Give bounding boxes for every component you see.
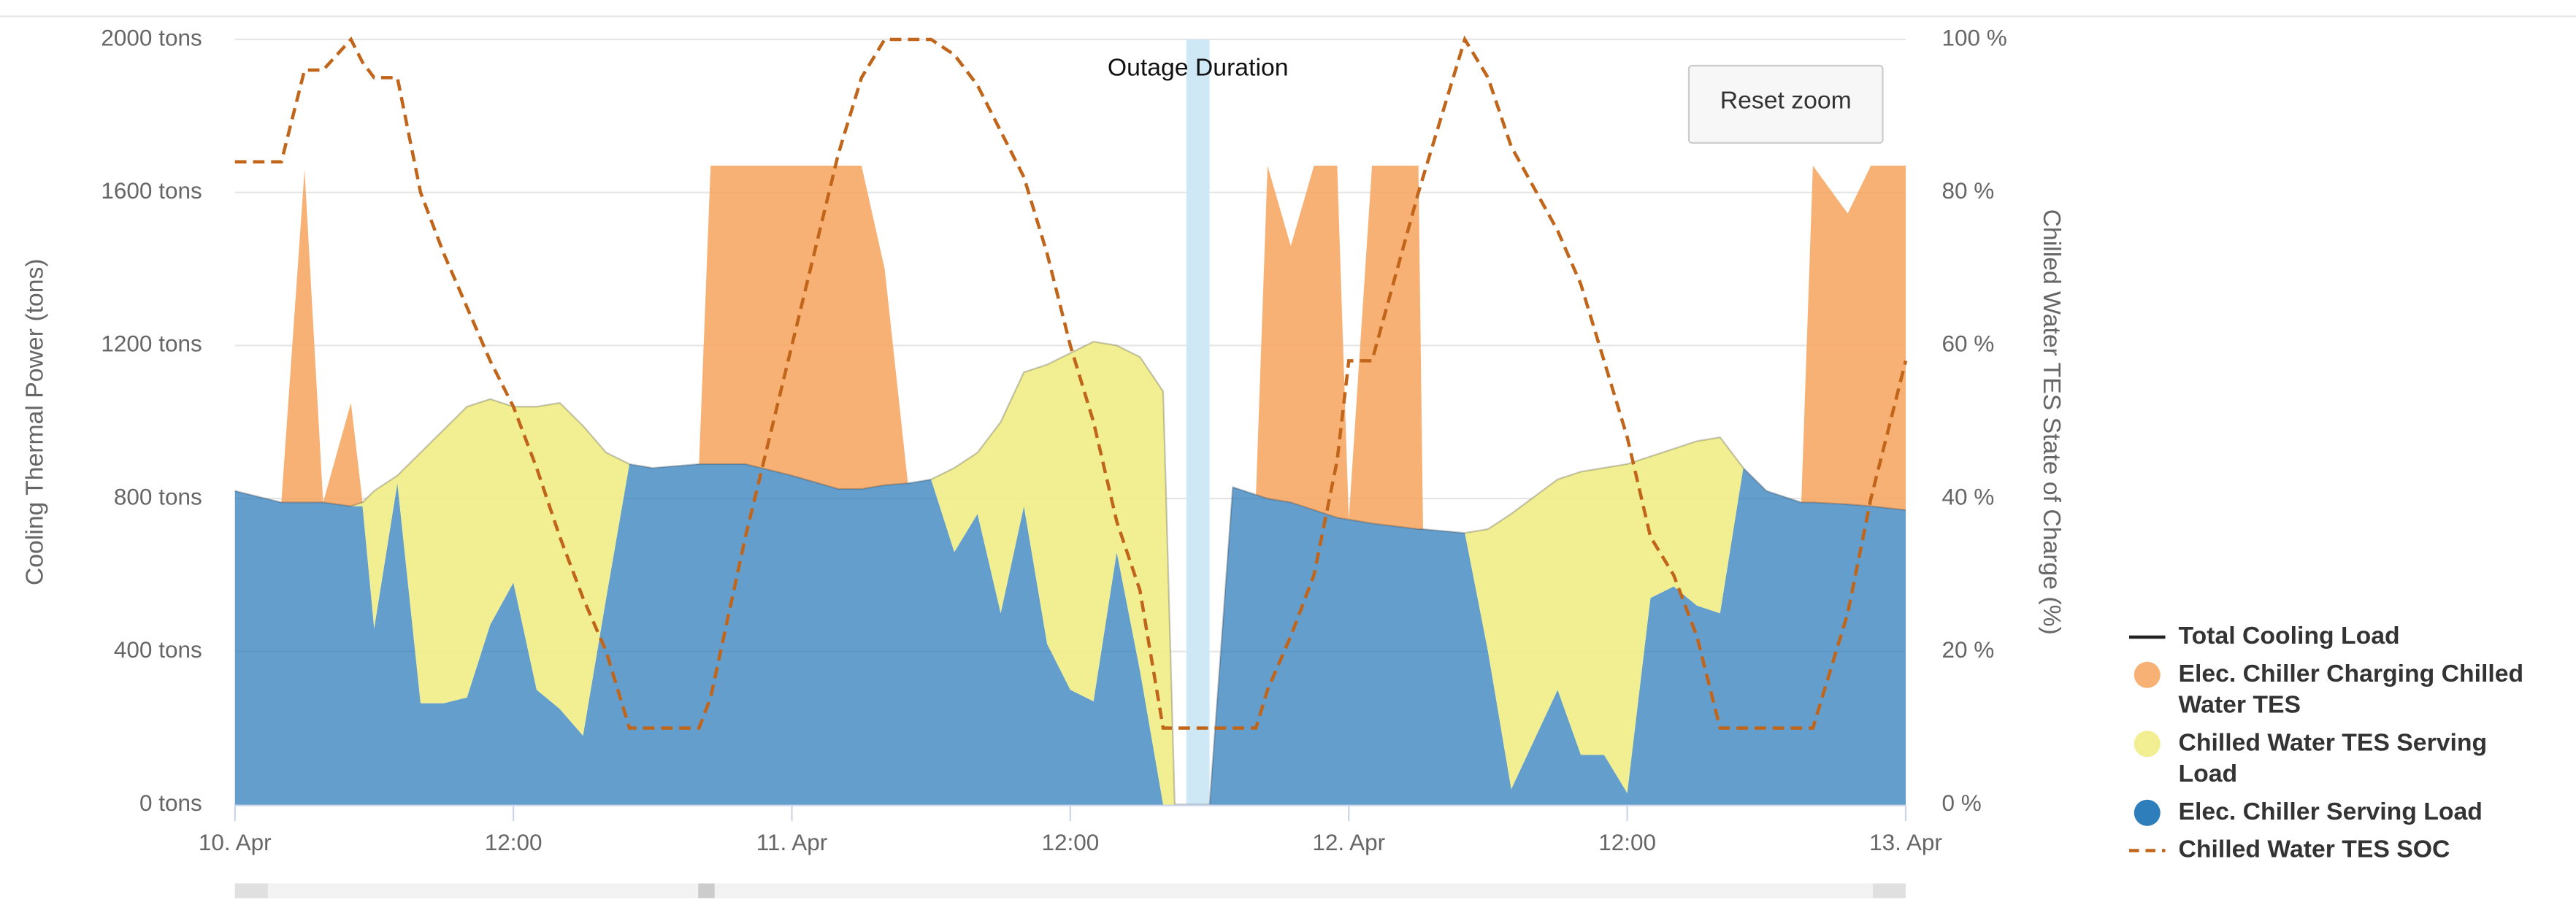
scrollbar-handle[interactable] (234, 883, 268, 898)
legend-label: Total Cooling Load (2178, 622, 2400, 650)
legend-label: Elec. Chiller Charging Chilled Water TES (2178, 660, 2524, 720)
x-tick-label: 12:00 (485, 829, 543, 855)
x-tick-label: 10. Apr (199, 829, 272, 855)
legend-label: Chilled Water TES Serving Load (2178, 729, 2488, 788)
y-tick-label: 800 tons (114, 483, 202, 509)
area (234, 463, 1906, 805)
x-tick-label: 12:00 (1598, 829, 1656, 855)
scrollbar-track (234, 883, 1906, 898)
y2-tick-label: 0 % (1942, 790, 1982, 816)
y2-tick-label: 40 % (1942, 483, 1995, 509)
y2-axis-title: Chilled Water TES State of Charge (%) (2038, 209, 2066, 635)
legend-symbol (2129, 834, 2179, 866)
legend-dot (2134, 731, 2161, 758)
x-tick-label: 12. Apr (1312, 829, 1385, 855)
y2-tick-label: 100 % (1942, 24, 2007, 50)
y2-tick-label: 20 % (1942, 636, 1995, 663)
x-tick-label: 12:00 (1041, 829, 1099, 855)
scrollbar-handle[interactable] (1873, 883, 1906, 898)
x-tick-label: 11. Apr (756, 829, 827, 855)
legend-item[interactable]: Elec. Chiller Charging Chilled Water TES (2129, 658, 2540, 721)
legend-item[interactable]: Elec. Chiller Serving Load (2129, 796, 2540, 828)
legend-item[interactable]: Chilled Water TES SOC (2129, 834, 2540, 866)
reset-zoom-button[interactable]: Reset zoom (1687, 64, 1884, 144)
y2-tick-label: 60 % (1942, 331, 1995, 357)
plot-band-label: Outage Duration (1108, 53, 1289, 81)
y-tick-label: 0 tons (139, 790, 202, 816)
legend-item[interactable]: Chilled Water TES Serving Load (2129, 728, 2540, 790)
legend-symbol (2129, 620, 2179, 652)
scrollbar[interactable] (234, 883, 1906, 898)
y-tick-label: 1600 tons (101, 177, 202, 204)
legend-symbol (2129, 728, 2179, 759)
button-bg (1687, 64, 1884, 144)
plot-band (1186, 39, 1210, 805)
scrollbar-thumb[interactable] (698, 883, 715, 898)
legend-item[interactable]: Total Cooling Load (2129, 620, 2540, 652)
legend-symbol (2129, 796, 2179, 828)
legend-dot (2134, 799, 2161, 826)
y-axis-title: Cooling Thermal Power (tons) (20, 258, 48, 585)
y-tick-label: 1200 tons (101, 331, 202, 357)
legend: Total Cooling Load Elec. Chiller Charging… (2129, 620, 2540, 872)
area (234, 342, 1906, 805)
y-tick-label: 2000 tons (101, 24, 202, 50)
line (234, 340, 1906, 806)
legend-label: Chilled Water TES SOC (2178, 836, 2450, 864)
legend-dot (2134, 661, 2161, 688)
x-tick-label: 13. Apr (1869, 829, 1942, 855)
legend-label: Elec. Chiller Serving Load (2178, 798, 2483, 826)
button-label: Reset zoom (1720, 86, 1852, 114)
line (234, 35, 1908, 730)
y2-tick-label: 80 % (1942, 177, 1995, 204)
y-tick-label: 400 tons (114, 636, 202, 663)
legend-symbol (2129, 658, 2179, 690)
